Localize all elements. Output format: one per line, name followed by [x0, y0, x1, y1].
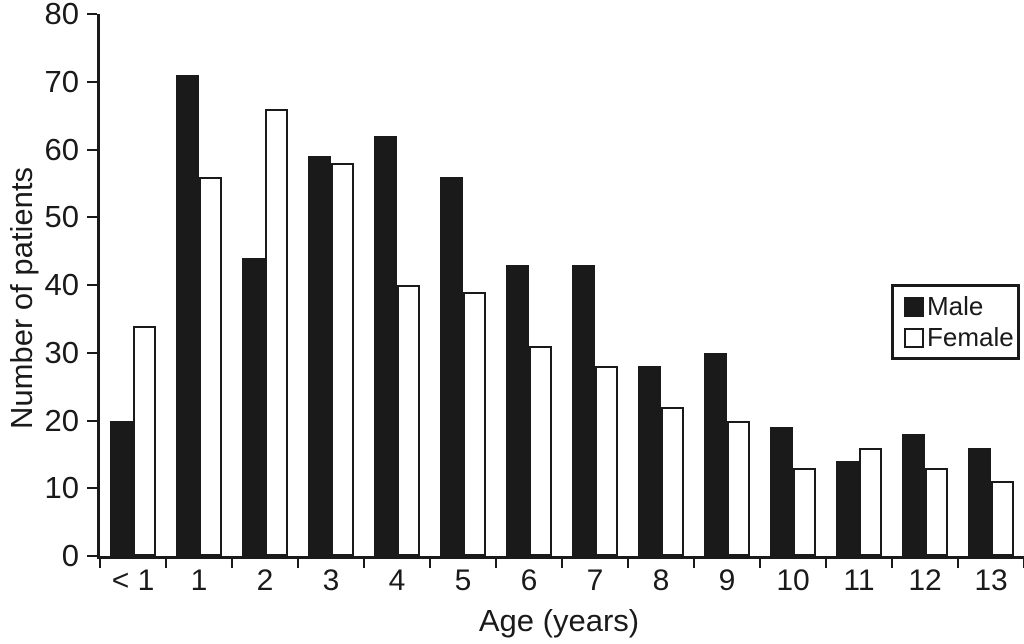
x-tick	[825, 559, 827, 568]
x-tick	[165, 559, 167, 568]
bar-male-5	[440, 176, 463, 556]
bar-female-5	[463, 291, 486, 556]
legend-item-female: Female	[904, 322, 1017, 353]
female-swatch	[904, 327, 924, 348]
bar-female-6	[529, 345, 552, 556]
y-tick	[87, 555, 97, 557]
legend-item-male: Male	[904, 291, 1017, 322]
x-tick-label: 9	[718, 564, 736, 597]
plot-area: 0 10 20 30 40 50 60 70 80 < 1 1 2 3 4 5 6 7 8 9 10 11 12 13	[45, 0, 1024, 597]
bar-male-9	[704, 352, 727, 556]
bar-male-10	[770, 427, 793, 556]
y-tick-label: 40	[44, 267, 79, 302]
y-tick-label: 60	[44, 131, 79, 167]
legend: Male Female	[891, 284, 1020, 360]
bar-male-2	[242, 257, 265, 556]
y-tick-label: 70	[44, 63, 79, 99]
x-tick-label: 11	[843, 564, 875, 597]
x-tick	[231, 559, 233, 568]
x-tick-label: 5	[454, 564, 472, 597]
x-tick-label: 12	[908, 564, 942, 597]
y-tick	[87, 284, 97, 286]
x-tick	[957, 559, 959, 568]
bar-female-13	[991, 481, 1014, 556]
male-swatch	[904, 296, 924, 317]
x-tick-label: 4	[388, 564, 406, 597]
x-tick-label: 7	[586, 564, 604, 597]
legend-label-female: Female	[927, 322, 1014, 352]
x-tick-label: < 1	[111, 564, 155, 597]
bar-male-1	[176, 74, 199, 556]
bar-male-8	[638, 366, 661, 556]
x-tick	[561, 559, 563, 568]
bar-male-6	[506, 264, 529, 556]
y-tick-label: 10	[44, 470, 79, 506]
bar-female-0	[133, 325, 156, 556]
bar-female-1	[199, 176, 222, 556]
bar-female-12	[925, 467, 948, 556]
x-tick-label: 10	[776, 564, 810, 597]
y-tick	[87, 80, 97, 83]
bar-male-4	[374, 135, 397, 556]
y-tick-label: 80	[44, 0, 79, 31]
bar-female-8	[661, 406, 684, 556]
y-tick	[87, 13, 97, 15]
x-tick-label: 13	[974, 564, 1008, 597]
y-tick	[87, 148, 97, 151]
bar-female-4	[397, 285, 420, 556]
y-tick	[87, 351, 97, 354]
bar-male-0	[110, 420, 133, 556]
x-tick	[99, 559, 101, 568]
bar-male-7	[572, 264, 595, 556]
y-tick	[87, 216, 97, 219]
bar-female-11	[859, 447, 882, 556]
x-tick	[627, 559, 629, 568]
bar-female-3	[331, 163, 354, 556]
y-tick-label: 30	[44, 334, 79, 370]
bar-male-13	[968, 447, 991, 556]
bar-female-2	[265, 108, 288, 556]
x-tick	[363, 559, 365, 568]
x-tick	[495, 559, 497, 568]
legend-label-male: Male	[927, 291, 984, 321]
x-tick	[693, 559, 695, 568]
x-tick-label: 6	[520, 564, 538, 597]
y-tick	[87, 487, 97, 490]
bar-male-12	[902, 434, 925, 556]
x-tick-label: 8	[652, 564, 670, 597]
y-tick	[87, 419, 97, 422]
x-tick	[297, 559, 299, 568]
x-tick-label: 2	[256, 564, 274, 597]
bar-male-11	[836, 461, 859, 556]
bar-female-9	[727, 420, 750, 556]
bar-female-7	[595, 366, 618, 556]
x-axis-title: Age (years)	[478, 603, 640, 638]
x-tick	[891, 559, 893, 568]
y-tick-label: 50	[44, 199, 79, 235]
bar-female-10	[793, 467, 816, 556]
y-tick-label: 0	[61, 538, 79, 573]
bar-male-3	[308, 156, 331, 556]
x-tick-label: 3	[322, 564, 340, 597]
x-tick	[429, 559, 431, 568]
x-tick-label: 1	[190, 564, 208, 597]
x-tick	[759, 559, 761, 568]
y-tick-label: 20	[44, 402, 79, 438]
